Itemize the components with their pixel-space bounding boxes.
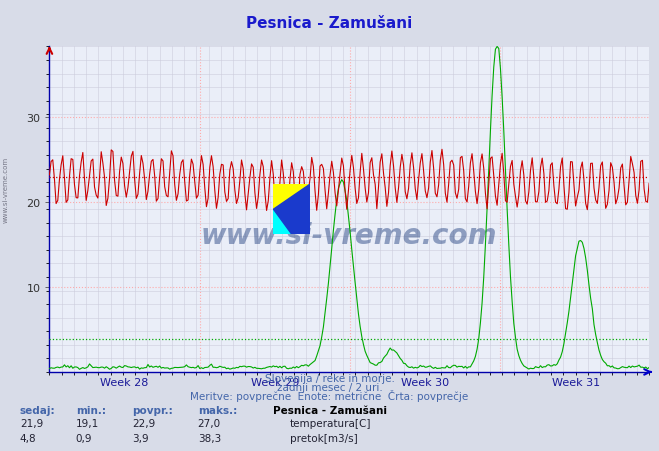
Text: www.si-vreme.com: www.si-vreme.com <box>201 222 498 250</box>
Text: min.:: min.: <box>76 405 106 414</box>
Text: 4,8: 4,8 <box>20 433 36 443</box>
Text: Pesnica - Zamušani: Pesnica - Zamušani <box>246 16 413 31</box>
Polygon shape <box>273 185 310 210</box>
Text: 38,3: 38,3 <box>198 433 221 443</box>
Text: maks.:: maks.: <box>198 405 237 414</box>
Text: 3,9: 3,9 <box>132 433 148 443</box>
Polygon shape <box>273 185 310 235</box>
Text: 19,1: 19,1 <box>76 418 99 428</box>
Text: pretok[m3/s]: pretok[m3/s] <box>290 433 358 443</box>
Text: 22,9: 22,9 <box>132 418 155 428</box>
Text: povpr.:: povpr.: <box>132 405 173 414</box>
Text: Meritve: povprečne  Enote: metrične  Črta: povprečje: Meritve: povprečne Enote: metrične Črta:… <box>190 389 469 401</box>
Text: Pesnica - Zamušani: Pesnica - Zamušani <box>273 405 387 414</box>
Text: Slovenija / reke in morje.: Slovenija / reke in morje. <box>264 373 395 383</box>
Text: 0,9: 0,9 <box>76 433 92 443</box>
Text: 21,9: 21,9 <box>20 418 43 428</box>
Text: temperatura[C]: temperatura[C] <box>290 418 372 428</box>
Text: www.si-vreme.com: www.si-vreme.com <box>2 156 9 222</box>
Text: 27,0: 27,0 <box>198 418 221 428</box>
Polygon shape <box>273 210 291 235</box>
Text: sedaj:: sedaj: <box>20 405 55 414</box>
Text: zadnji mesec / 2 uri.: zadnji mesec / 2 uri. <box>277 382 382 392</box>
